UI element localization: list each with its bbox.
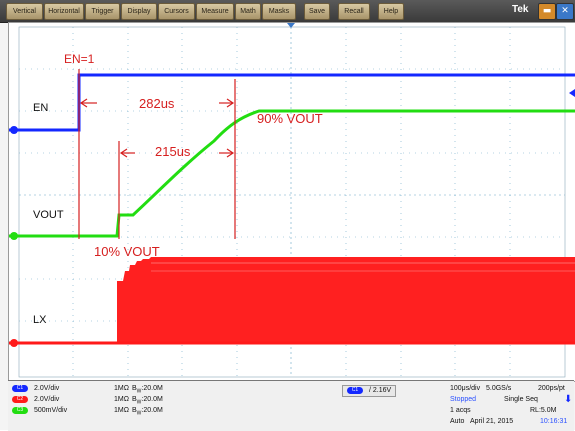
ch2-settings[interactable]: C2 [12, 396, 32, 406]
lx-trace [9, 257, 575, 345]
ch1-badge: C1 [12, 385, 28, 392]
ch1-bandwidth: BW:20.0M [132, 385, 163, 395]
resolution: 200ps/pt [538, 385, 565, 392]
status-panel: C1 2.0V/div 1MΩ BW:20.0M C2 2.0V/div 1MΩ… [8, 380, 574, 431]
menu-measure[interactable]: Measure [196, 3, 234, 20]
trigger-level-marker[interactable] [569, 89, 575, 97]
trigger-level: 2.16V [372, 387, 392, 394]
bw-prefix: B [132, 385, 137, 392]
ch1-ground-marker[interactable] [10, 126, 18, 134]
menu-cursors[interactable]: Cursors [158, 3, 195, 20]
sample-rate: 5.0GS/s [486, 385, 512, 392]
ch1-impedance: 1MΩ [114, 385, 129, 392]
menu-horizontal[interactable]: Horizontal [44, 3, 84, 20]
label-en: EN [33, 102, 48, 114]
bw-prefix: B [132, 407, 137, 414]
ch2-impedance: 1MΩ [114, 396, 129, 403]
waveform-display: EN=1 282us 215us 90% VOUT 10% VOUT EN VO… [8, 22, 575, 382]
ch3-bandwidth: BW:20.0M [132, 407, 163, 417]
menu-masks[interactable]: Masks [262, 3, 296, 20]
annotation-10-vout: 10% VOUT [94, 244, 160, 259]
menu-recall[interactable]: Recall [338, 3, 370, 20]
ch2-bandwidth-value: 20.0M [143, 396, 163, 403]
annotation-90-vout: 90% VOUT [257, 111, 323, 126]
minimize-icon[interactable]: ▬ [538, 3, 556, 20]
annotation-282us: 282us [139, 96, 175, 111]
ch1-bandwidth-value: 20.0M [143, 385, 163, 392]
trigger-readout[interactable]: C1 / 2.16V [342, 385, 397, 397]
ch3-badge: C3 [12, 407, 28, 414]
menu-bar: Vertical Horizontal Trigger Display Curs… [0, 0, 575, 23]
bw-sub: W [136, 410, 142, 417]
ch3-ground-marker[interactable] [10, 232, 18, 240]
menu-save[interactable]: Save [304, 3, 330, 20]
menu-help[interactable]: Help [378, 3, 404, 20]
ch3-scale: 500mV/div [34, 407, 68, 414]
menu-vertical[interactable]: Vertical [6, 3, 43, 20]
ch3-bandwidth-value: 20.0M [143, 407, 163, 414]
timebase: 100μs/div [450, 385, 481, 392]
trigger-position-marker[interactable] [287, 23, 295, 28]
waveform-plot: EN=1 282us 215us 90% VOUT 10% VOUT EN VO… [9, 23, 575, 378]
trigger-source-badge: C1 [347, 386, 363, 394]
time: 10:16:31 [540, 418, 568, 425]
menu-trigger[interactable]: Trigger [85, 3, 120, 20]
ch2-ground-marker[interactable] [10, 339, 18, 347]
ch3-settings[interactable]: C3 [12, 407, 32, 417]
ch1-scale: 2.0V/div [34, 385, 60, 392]
label-lx: LX [33, 314, 47, 326]
single-seq-arrow-icon[interactable]: ⬇ [564, 394, 573, 405]
trigger-slope-icon: / [368, 387, 371, 394]
acq-state: Stopped [450, 396, 477, 403]
menu-display[interactable]: Display [121, 3, 157, 20]
brand-logo: Tek [512, 4, 529, 15]
trigger-mode: Auto [450, 418, 465, 425]
ch3-impedance: 1MΩ [114, 407, 129, 414]
vout-trace [9, 109, 575, 238]
close-x-icon[interactable]: ✕ [556, 3, 574, 20]
annotation-en1: EN=1 [64, 52, 95, 66]
bw-prefix: B [132, 396, 137, 403]
menu-math[interactable]: Math [235, 3, 261, 20]
timing-annotations [78, 69, 236, 239]
acq-count: 1 acqs [450, 407, 471, 414]
annotation-215us: 215us [155, 144, 191, 159]
ch2-bandwidth: BW:20.0M [132, 396, 163, 406]
ch1-settings[interactable]: C1 [12, 385, 32, 395]
label-vout: VOUT [33, 209, 64, 221]
date: April 21, 2015 [470, 418, 514, 425]
bw-sub: W [136, 399, 142, 406]
record-length: RL:5.0M [530, 407, 557, 414]
ch2-scale: 2.0V/div [34, 396, 60, 403]
bw-sub: W [136, 388, 142, 395]
ch2-badge: C2 [12, 396, 28, 403]
acq-mode: Single Seq [504, 396, 538, 403]
